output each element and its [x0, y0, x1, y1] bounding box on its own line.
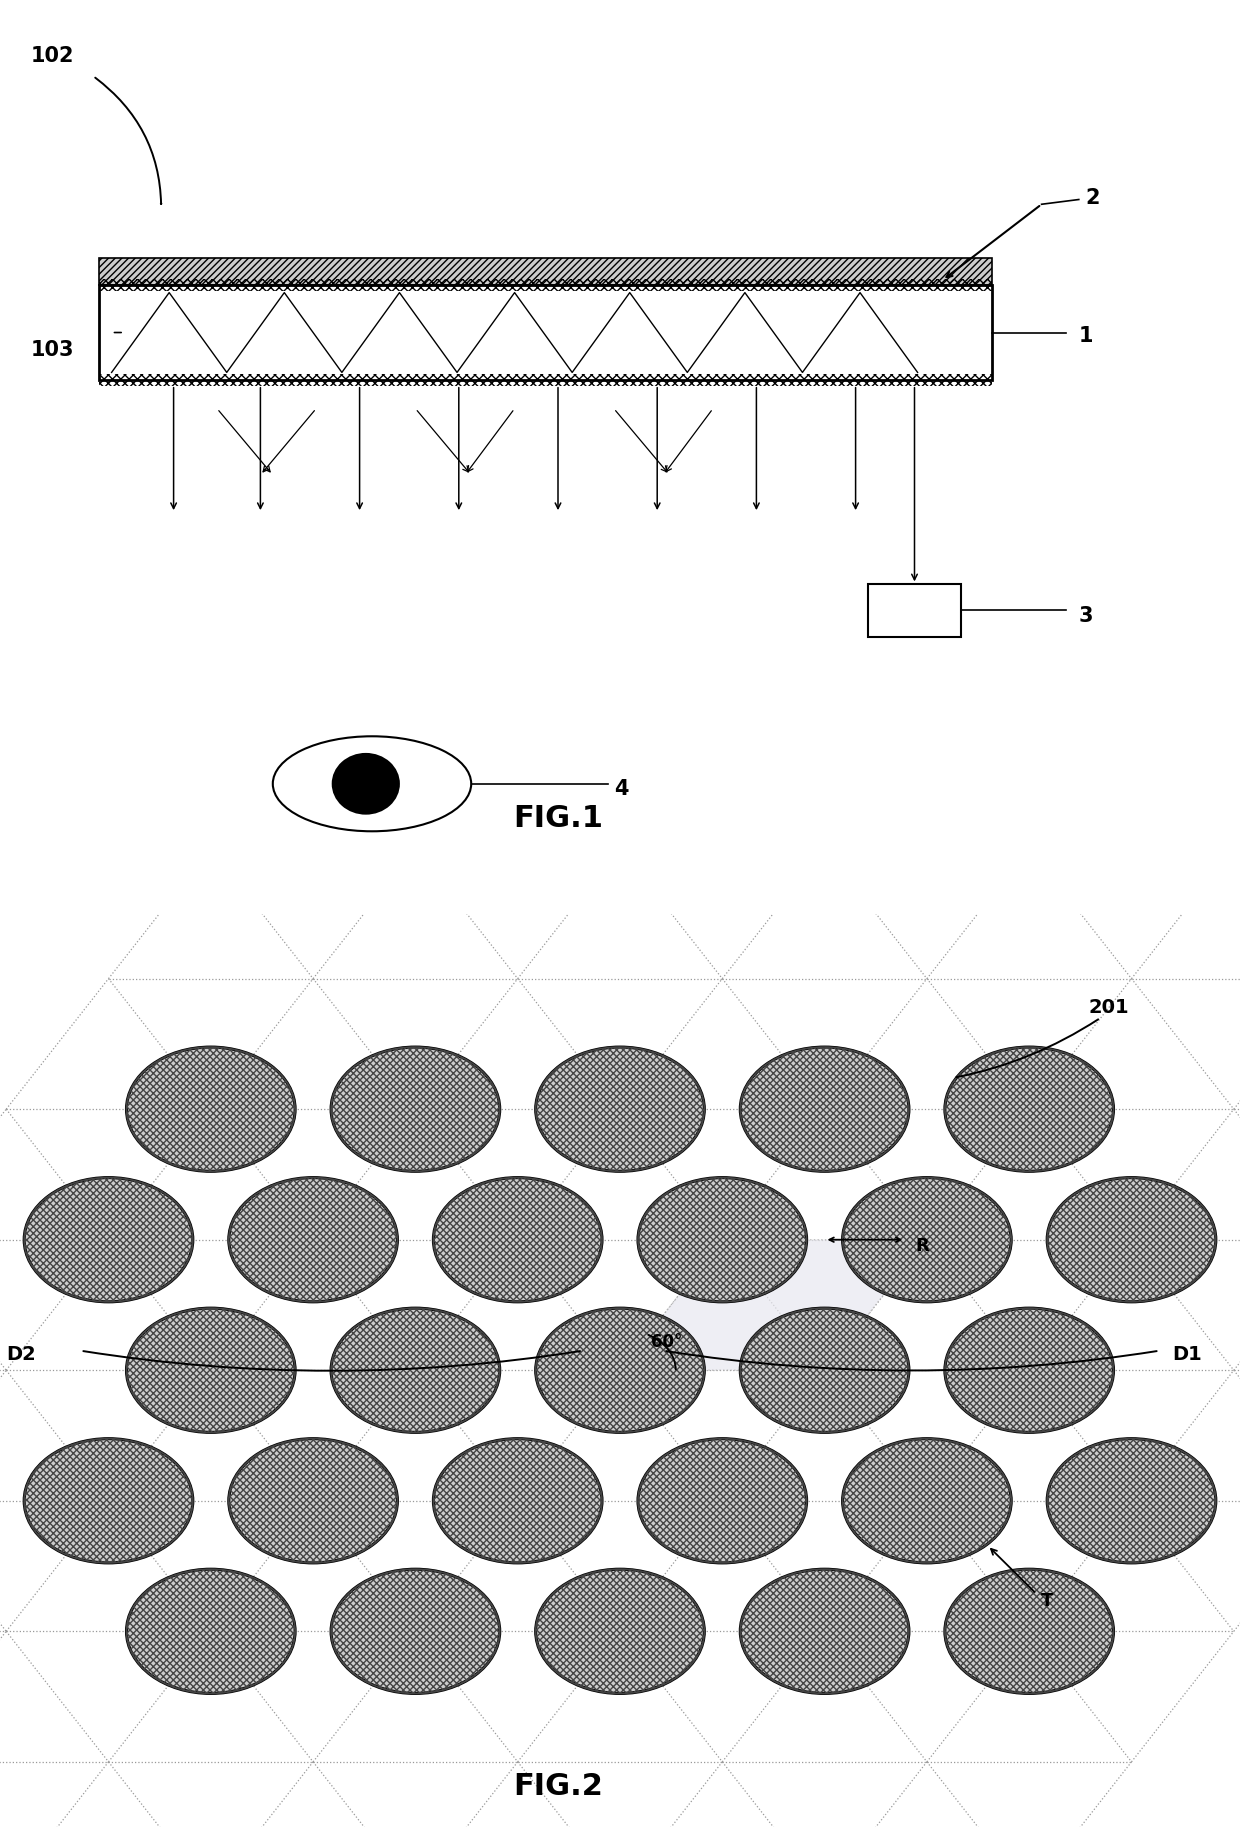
Circle shape	[1047, 1178, 1215, 1303]
Circle shape	[24, 1438, 192, 1562]
Text: FIG.2: FIG.2	[513, 1772, 603, 1801]
Circle shape	[945, 1308, 1114, 1432]
Circle shape	[126, 1047, 295, 1171]
Circle shape	[843, 1438, 1012, 1562]
Ellipse shape	[273, 736, 471, 831]
Text: R: R	[915, 1237, 929, 1255]
Circle shape	[536, 1047, 704, 1171]
Circle shape	[740, 1569, 909, 1694]
Bar	[99, 375, 992, 385]
Circle shape	[331, 1047, 500, 1171]
Text: 3: 3	[1079, 607, 1094, 627]
Circle shape	[536, 1308, 704, 1432]
Text: 102: 102	[31, 46, 74, 66]
Circle shape	[639, 1178, 807, 1303]
Bar	[868, 585, 961, 636]
Text: FIG.1: FIG.1	[513, 804, 603, 833]
Circle shape	[433, 1178, 603, 1303]
Text: T: T	[1040, 1593, 1053, 1610]
Text: 1: 1	[1079, 325, 1094, 345]
Circle shape	[228, 1178, 397, 1303]
Text: D1: D1	[1172, 1345, 1202, 1363]
Text: 201: 201	[1089, 998, 1128, 1018]
FancyArrowPatch shape	[95, 79, 161, 205]
Circle shape	[945, 1047, 1114, 1171]
Text: D2: D2	[6, 1345, 36, 1363]
Circle shape	[740, 1047, 909, 1171]
Circle shape	[228, 1438, 397, 1562]
FancyArrowPatch shape	[956, 1019, 1099, 1078]
Circle shape	[25, 1178, 193, 1303]
Circle shape	[1047, 1438, 1215, 1562]
Circle shape	[945, 1569, 1114, 1694]
Circle shape	[536, 1569, 704, 1694]
Bar	[99, 258, 992, 285]
Bar	[99, 258, 992, 285]
Circle shape	[126, 1308, 295, 1432]
Circle shape	[331, 1569, 500, 1694]
Circle shape	[433, 1438, 603, 1562]
Ellipse shape	[331, 753, 399, 815]
Circle shape	[740, 1308, 909, 1432]
Circle shape	[639, 1438, 807, 1562]
Circle shape	[331, 1308, 500, 1432]
Text: 2: 2	[1085, 188, 1100, 208]
Text: 103: 103	[31, 340, 74, 360]
Bar	[99, 280, 992, 290]
Text: 60°: 60°	[651, 1334, 682, 1352]
Polygon shape	[620, 1241, 928, 1370]
Text: 4: 4	[614, 778, 629, 798]
Bar	[99, 285, 992, 380]
Circle shape	[843, 1178, 1012, 1303]
Circle shape	[126, 1569, 295, 1694]
